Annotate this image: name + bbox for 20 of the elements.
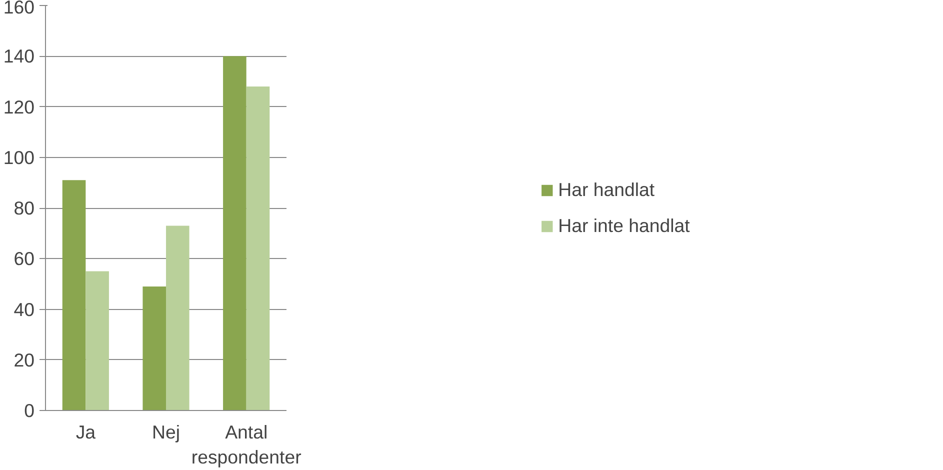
bar — [223, 56, 246, 410]
bar — [142, 286, 166, 410]
y-tick-label: 120 — [3, 96, 35, 118]
y-tick-label: 60 — [14, 248, 35, 270]
x-tick-label: Antal respondenter — [191, 422, 302, 468]
y-tick-label: 100 — [3, 146, 35, 168]
y-tick-label: 80 — [14, 198, 35, 218]
bar — [166, 226, 190, 410]
y-tick-label: 140 — [3, 46, 35, 67]
y-tick-label: 160 — [3, 0, 35, 18]
bar — [62, 180, 86, 410]
legend-label: Har inte handlat — [558, 214, 690, 236]
y-tick-label: 0 — [24, 400, 35, 421]
bar — [246, 86, 270, 410]
x-tick-label: Nej — [152, 422, 180, 442]
y-tick-label: 20 — [14, 349, 35, 370]
legend-label: Har handlat — [558, 178, 655, 200]
bar — [86, 271, 109, 410]
y-tick-label: 40 — [14, 298, 35, 320]
x-tick-label: Ja — [76, 422, 96, 442]
